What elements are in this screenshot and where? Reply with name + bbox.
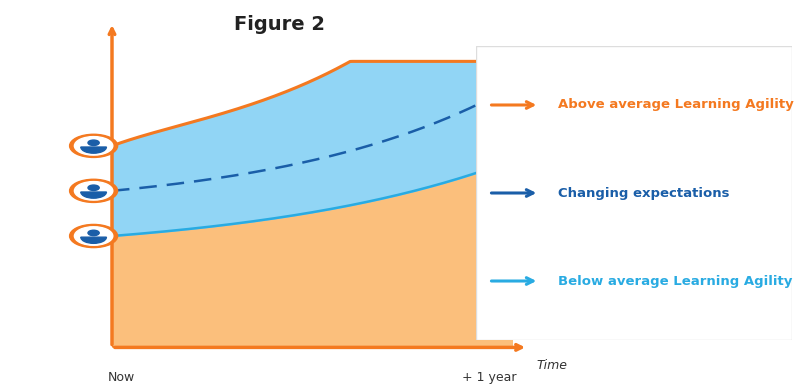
Text: Time: Time (536, 359, 567, 372)
Text: Above average Learning Agility: Above average Learning Agility (558, 98, 794, 112)
Text: Figure 2: Figure 2 (234, 15, 326, 34)
FancyBboxPatch shape (476, 46, 792, 340)
Text: Below average Learning Agility: Below average Learning Agility (558, 274, 793, 288)
Text: + 1 year: + 1 year (462, 371, 516, 384)
Text: Changing expectations: Changing expectations (558, 186, 730, 200)
Text: Now: Now (108, 371, 135, 384)
